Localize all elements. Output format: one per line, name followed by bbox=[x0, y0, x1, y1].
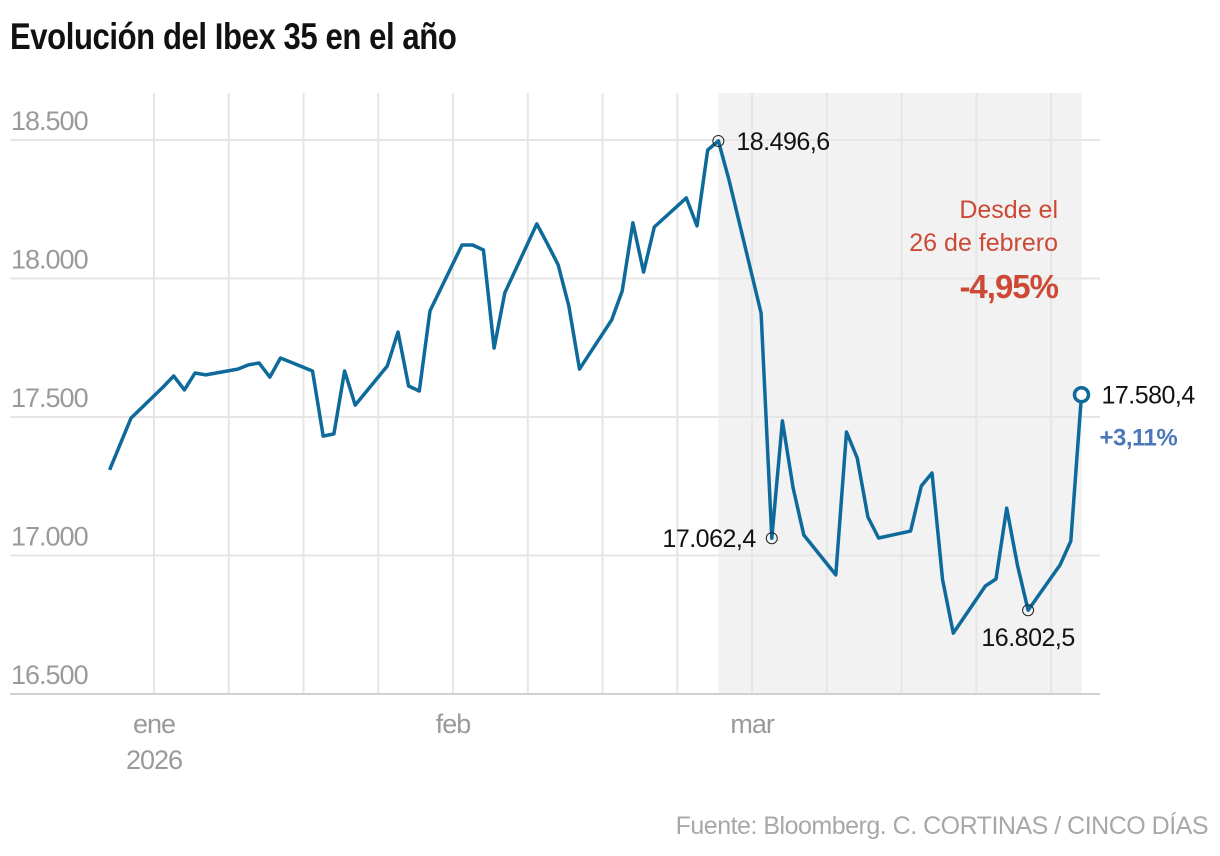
highlight-region bbox=[718, 93, 1082, 693]
x-tick-label: feb bbox=[436, 709, 471, 739]
x-axis-labels: ene 2026 feb mar bbox=[126, 709, 776, 775]
chart-title: Evolución del Ibex 35 en el año bbox=[10, 16, 457, 57]
x-tick-label: ene bbox=[133, 709, 175, 739]
y-axis-labels: 18.500 18.000 17.500 17.000 16.500 bbox=[11, 106, 89, 690]
y-tick-label: 18.500 bbox=[11, 106, 88, 136]
vertical-gridlines bbox=[153, 93, 1053, 693]
y-tick-label: 17.000 bbox=[11, 522, 88, 552]
data-points bbox=[712, 134, 1091, 617]
highlight-note: Desde el 26 de febrero -4,95% bbox=[909, 196, 1059, 305]
annotation-point bbox=[765, 532, 778, 545]
y-tick-label: 16.500 bbox=[11, 660, 88, 690]
x-tick-label: mar bbox=[730, 709, 775, 739]
annotation-last-change: +3,11% bbox=[1099, 425, 1177, 452]
y-tick-label: 17.500 bbox=[11, 383, 88, 413]
note-change: -4,95% bbox=[959, 268, 1058, 305]
y-tick-label: 18.000 bbox=[11, 245, 88, 275]
series-line bbox=[107, 139, 1084, 635]
annotations: 18.496,6 17.062,4 16.802,5 17.580,4 +3,1… bbox=[662, 128, 1195, 652]
annotation-point bbox=[1072, 385, 1091, 404]
annotation-point bbox=[712, 134, 725, 147]
note-line1: Desde el bbox=[959, 196, 1058, 224]
x-tick-sublabel: 2026 bbox=[126, 745, 182, 775]
horizontal-gridlines bbox=[10, 139, 1100, 695]
annotation-peak: 18.496,6 bbox=[736, 128, 829, 156]
annotation-low: 16.802,5 bbox=[981, 624, 1074, 652]
highlight-rect bbox=[718, 93, 1082, 693]
annotation-mar3: 17.062,4 bbox=[662, 525, 756, 553]
annotation-last: 17.580,4 bbox=[1101, 382, 1195, 410]
note-line2: 26 de febrero bbox=[909, 229, 1058, 257]
annotation-point bbox=[1022, 604, 1035, 617]
source-note: Fuente: Bloomberg. C. CORTINAS / CINCO D… bbox=[675, 812, 1209, 840]
